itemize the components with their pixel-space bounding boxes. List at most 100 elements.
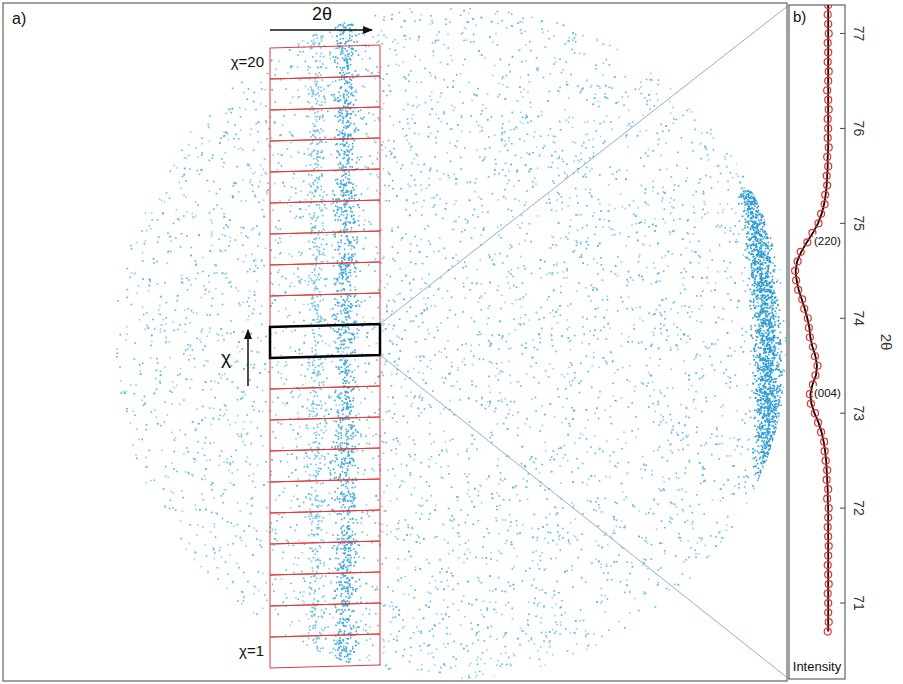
detector-count xyxy=(290,282,292,284)
panel-a-frame xyxy=(3,3,787,681)
detector-count xyxy=(539,319,541,321)
detector-count xyxy=(407,123,409,125)
detector-count xyxy=(430,244,432,246)
detector-count xyxy=(527,122,529,124)
detector-count xyxy=(120,380,122,382)
detector-count xyxy=(174,451,176,453)
detector-count xyxy=(441,92,443,94)
detector-count xyxy=(629,591,631,593)
detector-count xyxy=(244,444,246,446)
detector-count xyxy=(376,246,378,248)
detector-count xyxy=(479,671,481,673)
detector-count xyxy=(332,534,334,536)
detector-count xyxy=(625,92,627,94)
detector-count xyxy=(171,491,173,493)
detector-count xyxy=(532,181,534,183)
detector-count xyxy=(471,443,473,445)
detector-count xyxy=(555,630,557,632)
detector-count xyxy=(566,81,568,83)
detector-count xyxy=(648,204,650,206)
detector-count xyxy=(594,453,596,455)
detector-count xyxy=(331,316,333,318)
detector-count xyxy=(645,559,647,561)
detector-count xyxy=(189,346,191,348)
detector-count xyxy=(751,390,753,392)
detector-count xyxy=(602,451,604,453)
detector-count xyxy=(221,556,223,558)
detector-count xyxy=(575,518,577,520)
detector-count xyxy=(435,77,437,79)
detector-count xyxy=(418,536,420,538)
detector-count xyxy=(399,293,401,295)
detector-count xyxy=(519,644,521,646)
detector-count xyxy=(526,114,528,116)
detector-count xyxy=(673,230,675,232)
detector-count xyxy=(478,580,480,582)
detector-count xyxy=(455,200,457,202)
detector-count xyxy=(586,225,588,227)
detector-count xyxy=(145,457,147,459)
detector-count xyxy=(703,341,705,343)
detector-count xyxy=(469,8,471,10)
detector-count xyxy=(197,524,199,526)
detector-count xyxy=(420,171,422,173)
detector-count xyxy=(373,458,375,460)
detector-count xyxy=(450,667,452,669)
detector-count xyxy=(696,354,698,356)
detector-count xyxy=(617,102,619,104)
detector-count xyxy=(204,417,206,419)
detector-count xyxy=(431,91,433,93)
detector-count xyxy=(482,557,484,559)
detector-count xyxy=(649,245,651,247)
detector-count xyxy=(661,520,663,522)
detector-count xyxy=(488,318,490,320)
detector-count xyxy=(477,269,479,271)
detector-count xyxy=(415,263,417,265)
detector-count xyxy=(465,28,467,30)
detector-count xyxy=(629,123,631,125)
detector-count xyxy=(396,344,398,346)
detector-count xyxy=(365,166,367,168)
detector-count xyxy=(292,429,294,431)
detector-count xyxy=(389,606,391,608)
detector-count xyxy=(434,337,436,339)
detector-count xyxy=(116,356,118,358)
detector-count xyxy=(397,252,399,254)
detector-count xyxy=(735,241,737,243)
detector-count xyxy=(363,210,365,212)
detector-count xyxy=(388,324,390,326)
detector-count xyxy=(629,365,631,367)
detector-count xyxy=(355,89,357,91)
detector-count xyxy=(136,458,138,460)
detector-count xyxy=(454,203,456,205)
detector-count xyxy=(740,453,742,455)
detector-count xyxy=(622,206,624,208)
detector-count xyxy=(524,268,526,270)
detector-count xyxy=(434,305,436,307)
detector-count xyxy=(330,470,332,472)
detector-count xyxy=(534,598,536,600)
detector-count xyxy=(434,156,436,158)
detector-count xyxy=(614,465,616,467)
detector-count xyxy=(185,180,187,182)
detector-count xyxy=(520,317,522,319)
detector-count xyxy=(585,630,587,632)
detector-count xyxy=(229,237,231,239)
detector-count xyxy=(271,137,273,139)
detector-count xyxy=(645,348,647,350)
detector-count xyxy=(671,206,673,208)
detector-count xyxy=(388,65,390,67)
detector-count xyxy=(682,204,684,206)
detector-count xyxy=(278,311,280,313)
detector-count xyxy=(272,528,274,530)
detector-count xyxy=(253,401,255,403)
detector-count xyxy=(410,297,412,299)
detector-count xyxy=(392,617,394,619)
detector-count xyxy=(332,36,334,38)
detector-count xyxy=(691,142,693,144)
detector-count xyxy=(508,602,510,604)
detector-count xyxy=(562,407,564,409)
detector-count xyxy=(606,565,608,567)
detector-count xyxy=(719,204,721,206)
detector-count xyxy=(552,244,554,246)
